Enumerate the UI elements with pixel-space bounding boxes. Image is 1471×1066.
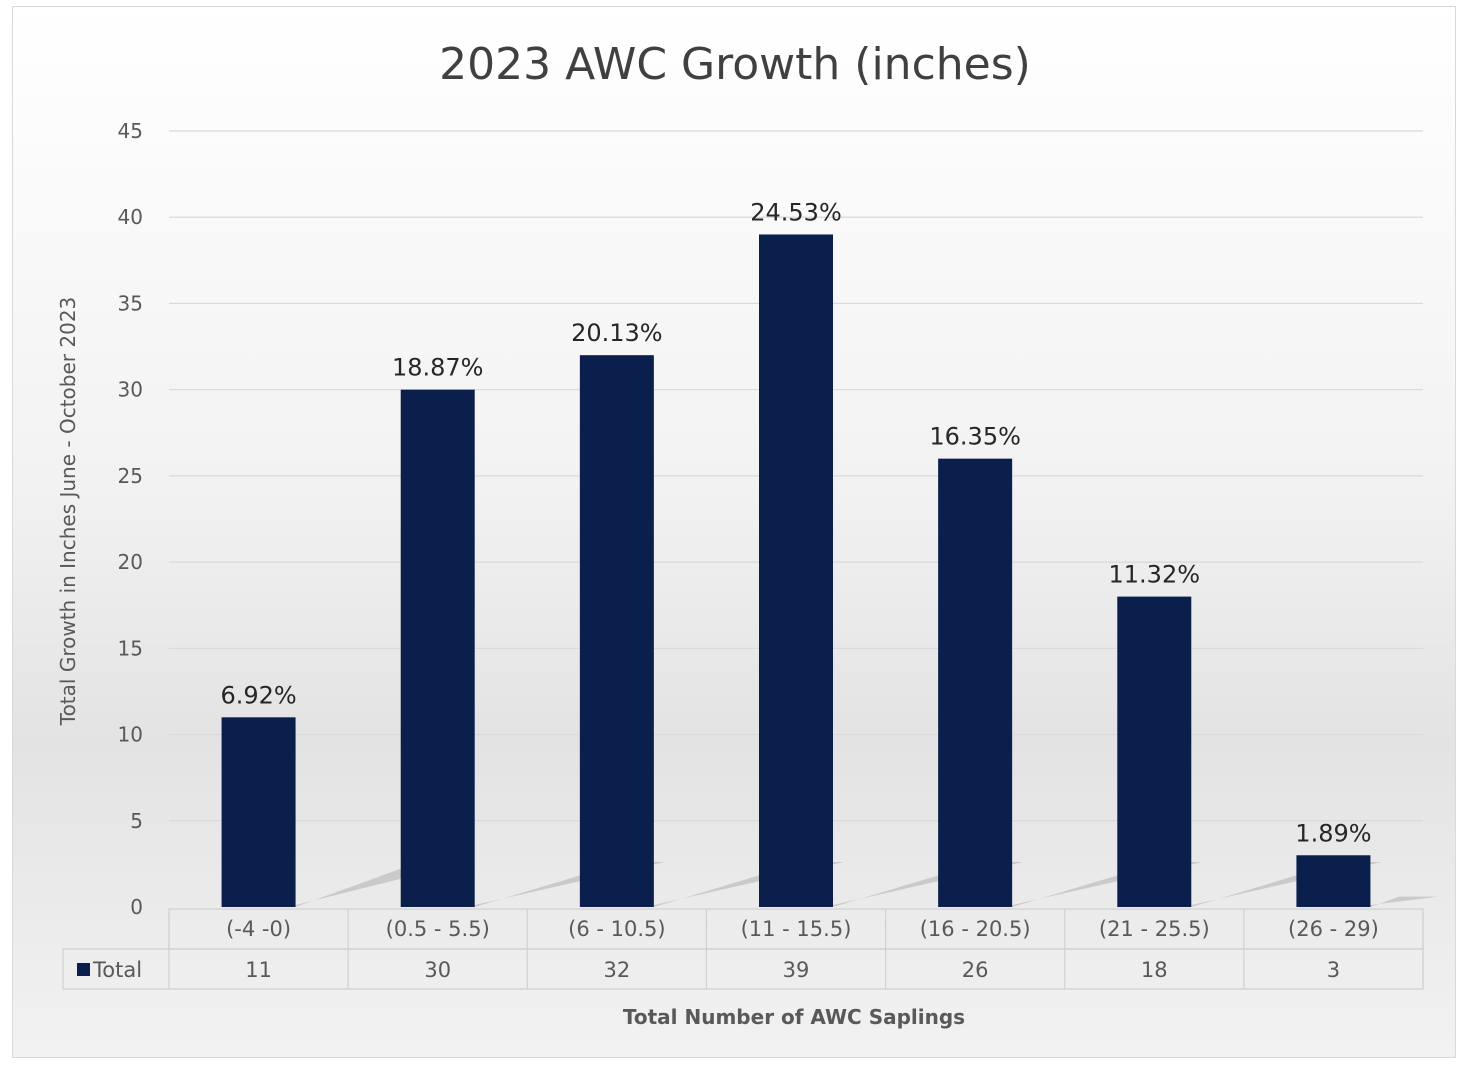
y-tick-labels: 0 5 10 15 20 25 30 35 40 45 <box>118 119 143 919</box>
x-category-label: (26 - 29) <box>1288 917 1379 941</box>
y-axis-label: Total Growth in Inches June - October 20… <box>56 297 80 727</box>
chart-title: 2023 AWC Growth (inches) <box>439 39 1031 90</box>
bar <box>400 389 475 908</box>
y-tick-label: 25 <box>118 464 143 488</box>
x-category-label: (-4 -0) <box>226 917 291 941</box>
table-value: 30 <box>424 958 451 982</box>
bar-shadows <box>295 862 1439 907</box>
bar <box>938 458 1013 907</box>
x-category-label: (21 - 25.5) <box>1099 917 1210 941</box>
y-tick-label: 30 <box>118 378 143 402</box>
x-category-label: (6 - 10.5) <box>568 917 665 941</box>
y-tick-label: 20 <box>118 550 143 574</box>
bar <box>1117 596 1192 907</box>
data-label: 18.87% <box>392 354 484 382</box>
bar-shadow <box>1370 896 1439 907</box>
legend-swatch <box>77 963 90 976</box>
bars <box>221 234 1371 908</box>
data-labels: 6.92% 18.87% 20.13% 24.53% 16.35% 11.32% 1.89% <box>220 198 1371 847</box>
chart-svg: 2023 AWC Growth (inches) Total Growth in… <box>56 39 1439 1029</box>
data-label: 20.13% <box>571 319 663 347</box>
table-value: 18 <box>1141 958 1168 982</box>
y-tick-label: 5 <box>130 809 143 833</box>
x-category-label: (0.5 - 5.5) <box>386 917 490 941</box>
x-category-label: (16 - 20.5) <box>920 917 1031 941</box>
table-value: 11 <box>245 958 272 982</box>
y-tick-label: 45 <box>118 119 143 143</box>
data-label: 6.92% <box>220 681 296 709</box>
x-axis-label: Total Number of AWC Saplings <box>623 1005 965 1029</box>
y-tick-label: 0 <box>130 895 143 919</box>
y-tick-label: 40 <box>118 205 143 229</box>
y-tick-label: 10 <box>118 723 143 747</box>
table-value: 3 <box>1327 958 1340 982</box>
table-value: 39 <box>783 958 810 982</box>
data-label: 24.53% <box>750 198 842 226</box>
data-label: 16.35% <box>929 423 1021 451</box>
bar <box>221 717 296 907</box>
y-tick-label: 35 <box>118 291 143 315</box>
bar <box>759 234 833 907</box>
data-label: 11.32% <box>1109 561 1201 589</box>
legend-label: Total <box>92 958 142 982</box>
table-value: 26 <box>962 958 989 982</box>
data-label: 1.89% <box>1295 819 1371 847</box>
bar <box>1296 855 1371 907</box>
y-tick-label: 15 <box>118 636 143 660</box>
table-value: 32 <box>603 958 630 982</box>
bar <box>579 355 654 908</box>
data-table: (-4 -0) 11 (0.5 - 5.5) 30 (6 - 10.5) 32 (11 - … <box>62 908 1424 990</box>
x-category-label: (11 - 15.5) <box>741 917 852 941</box>
chart-frame: 2023 AWC Growth (inches) Total Growth in… <box>12 6 1456 1058</box>
